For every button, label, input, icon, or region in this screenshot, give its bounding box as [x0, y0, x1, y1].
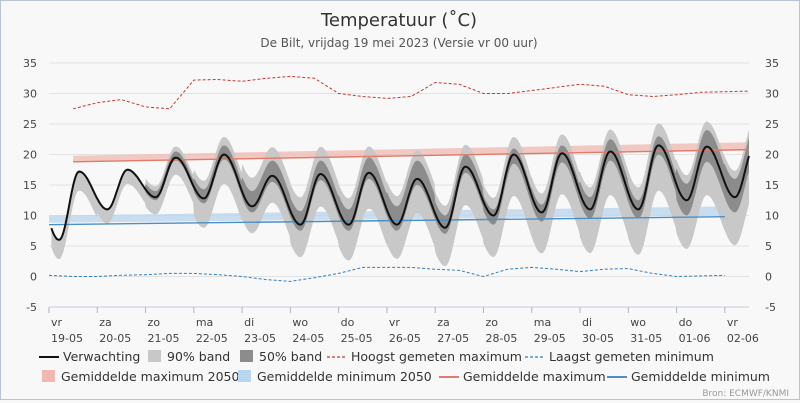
legend-label-band90: 90% band	[167, 349, 230, 364]
x-tick-date-5: 24-05	[292, 332, 324, 345]
x-tick-day-8: za	[437, 316, 450, 329]
x-tick-day-12: wo	[630, 316, 646, 329]
x-tick-day-11: di	[582, 316, 592, 329]
x-tick-day-2: zo	[148, 316, 161, 329]
x-tick-day-6: do	[341, 316, 355, 329]
y-tick-left-20: 20	[23, 149, 37, 162]
y-tick-left-35: 35	[23, 57, 37, 70]
y-tick-right--5: -5	[765, 301, 776, 314]
y-tick-right-25: 25	[765, 118, 779, 131]
y-tick-left-5: 5	[30, 240, 37, 253]
legend-swatch-mean-max-2050	[42, 370, 55, 382]
legend-label-mean-max: Gemiddelde maximum	[463, 369, 606, 384]
x-tick-date-6: 25-05	[341, 332, 373, 345]
x-tick-date-3: 22-05	[196, 332, 228, 345]
x-tick-date-1: 20-05	[99, 332, 131, 345]
legend-label-mean-min: Gemiddelde minimum	[631, 369, 770, 384]
legend-swatch-band50	[240, 350, 253, 362]
legend-label-forecast: Verwachting	[63, 349, 140, 364]
line-record-max	[72, 75, 750, 110]
y-tick-right-5: 5	[765, 240, 772, 253]
x-tick-day-7: vr	[389, 316, 401, 329]
chart-subtitle: De Bilt, vrijdag 19 mei 2023 (Versie vr …	[260, 36, 537, 50]
x-tick-day-10: ma	[534, 316, 551, 329]
x-tick-date-11: 30-05	[582, 332, 614, 345]
x-tick-day-13: do	[679, 316, 693, 329]
x-tick-date-0: 19-05	[51, 332, 83, 345]
x-tick-day-5: wo	[292, 316, 308, 329]
y-tick-left-15: 15	[23, 179, 37, 192]
lines-layer	[48, 75, 750, 282]
y-tick-right-10: 10	[765, 210, 779, 223]
y-tick-left-30: 30	[23, 88, 37, 101]
x-tick-day-14: vr	[727, 316, 739, 329]
x-axis: vr 19-05 za 20-05 zo 21-05 ma 22-05 di 23-05 wo 24-…	[48, 306, 759, 345]
y-tick-right-0: 0	[765, 271, 772, 284]
x-tick-day-0: vr	[51, 316, 63, 329]
band-50	[51, 130, 749, 240]
x-tick-date-10: 29-05	[534, 332, 566, 345]
x-tick-date-9: 28-05	[485, 332, 517, 345]
x-tick-date-14: 02-06	[727, 332, 759, 345]
x-tick-date-7: 26-05	[389, 332, 421, 345]
legend-label-record-min: Laagst gemeten minimum	[549, 349, 714, 364]
y-tick-right-35: 35	[765, 57, 779, 70]
y-tick-left--5: -5	[26, 301, 37, 314]
y-tick-left-0: 0	[30, 271, 37, 284]
legend: Verwachting 90% band 50% band Hoogst gemete…	[39, 349, 770, 384]
x-tick-date-12: 31-05	[630, 332, 662, 345]
band-mean-max-2050	[73, 142, 750, 162]
legend-label-mean-max-2050: Gemiddelde maximum 2050	[61, 369, 239, 384]
legend-swatch-band90	[148, 350, 161, 362]
chart-title: Temperatuur (˚C)	[320, 10, 477, 31]
x-tick-day-1: za	[99, 316, 112, 329]
y-tick-right-15: 15	[765, 179, 779, 192]
line-mean-min	[48, 216, 725, 226]
legend-label-record-max: Hoogst gemeten maximum	[351, 349, 522, 364]
legend-label-mean-min-2050: Gemiddelde minimum 2050	[257, 369, 432, 384]
legend-label-band50: 50% band	[259, 349, 322, 364]
x-tick-date-8: 27-05	[437, 332, 469, 345]
y-axis-left: -5 0 5 10 15 20 25 30 35	[23, 57, 37, 314]
x-tick-day-9: zo	[485, 316, 498, 329]
line-record-min	[48, 266, 725, 282]
x-tick-date-4: 23-05	[244, 332, 276, 345]
x-tick-date-2: 21-05	[148, 332, 180, 345]
credit-text: Bron: ECMWF/KNMI	[702, 389, 789, 399]
x-tick-day-4: di	[244, 316, 254, 329]
line-mean-max	[73, 148, 750, 163]
x-tick-day-3: ma	[196, 316, 213, 329]
y-axis-right: -5 0 5 10 15 20 25 30 35	[765, 57, 779, 314]
x-tick-date-13: 01-06	[679, 332, 711, 345]
y-tick-right-20: 20	[765, 149, 779, 162]
y-tick-left-10: 10	[23, 210, 37, 223]
y-tick-left-25: 25	[23, 118, 37, 131]
bands-layer	[49, 121, 750, 267]
legend-swatch-mean-min-2050	[238, 370, 251, 382]
y-tick-right-30: 30	[765, 88, 779, 101]
line-forecast	[50, 144, 750, 241]
